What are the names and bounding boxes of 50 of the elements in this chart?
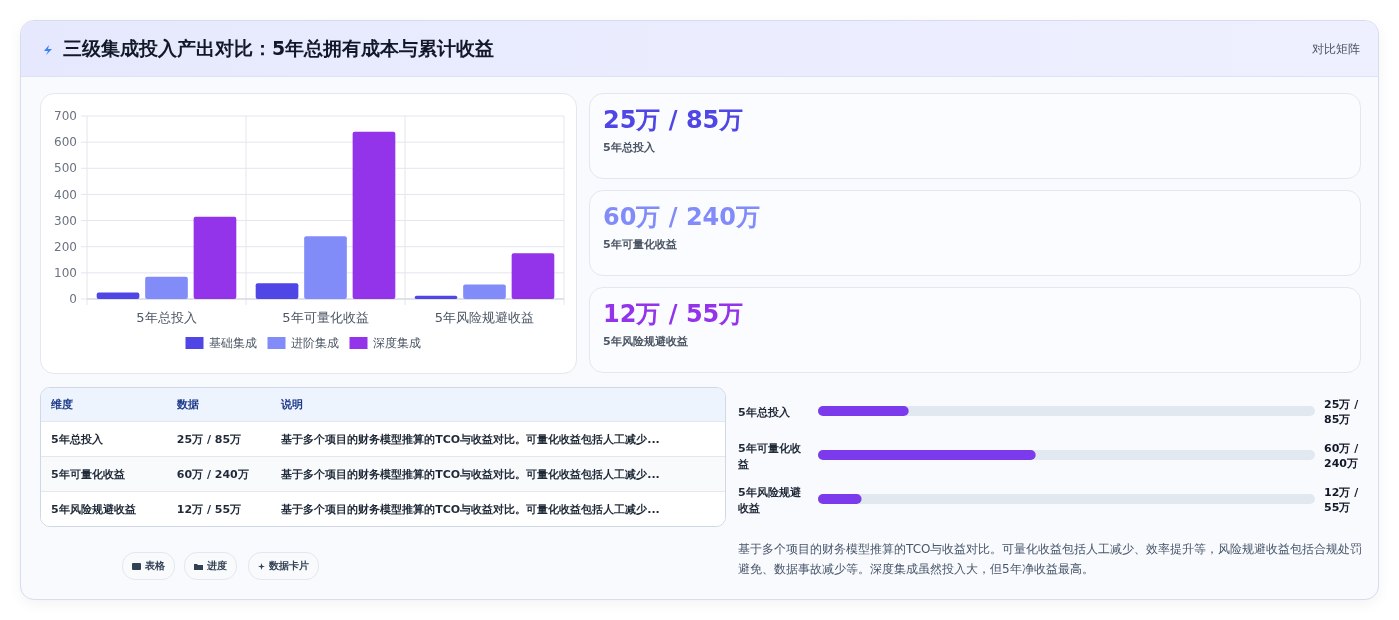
x-tick-label: 5年总投入 [136,310,197,325]
bar [96,292,140,299]
text: 表格 [145,559,165,573]
text: 60万 / 240万 [603,202,760,233]
text: 说明 [280,397,305,412]
bar [511,253,555,299]
text: 5年风险规避收益 [603,334,688,349]
text: 25万 / 85万 [603,105,744,136]
y-tick-label: 700 [54,109,77,124]
legend-label: 进阶集成 [290,336,339,351]
text: 基于多个项目的财务模型推算的TCO与收益对比。可量化收益包括人工减少... [280,466,661,482]
bar [193,216,237,299]
bar [145,276,188,299]
text: 基于多个项目的财务模型推算的TCO与收益对比。可量化收益包括人工减少、效率提升等，风险规避收益包括合规处罚避免、数据事故减少等。深度集成虽然投入大，但5年净收益最高。 [738,541,1364,578]
y-tick-label: 300 [54,213,77,228]
text: 维度 [50,397,74,412]
y-tick-label: 5年风险规避收益 [738,485,802,517]
text: 12万 / 55万 [603,299,744,330]
bar [463,284,506,299]
y-tick-label: 5年总投入 [738,405,791,421]
y-tick-label: 0 [69,292,77,307]
text: 进度 [207,559,227,573]
y-tick-label: 100 [54,266,77,281]
x-tick-label: 5年可量化收益 [282,310,369,325]
text: 基于多个项目的财务模型推算的TCO与收益对比。可量化收益包括人工减少... [280,501,661,517]
bar [255,283,299,299]
text: 基于多个项目的财务模型推算的TCO与收益对比。可量化收益包括人工减少... [280,431,661,447]
y-tick-label: 200 [54,239,77,254]
text: 数据卡片 [269,559,309,573]
text: 25万 / 85万 [175,431,243,447]
legend-label: 基础集成 [208,336,257,351]
y-tick-label: 5年可量化收益 [738,441,802,473]
y-tick-label: 600 [54,135,77,150]
text: 数据 [175,397,200,412]
text: 5年总投入 [603,140,655,155]
x-tick-label: 5年风险规避收益 [434,310,535,325]
data-label: 12万 / 55万 [1324,485,1360,515]
text: 对比矩阵 [1312,41,1360,58]
data-label: 25万 / 85万 [1324,397,1360,427]
text: 12万 / 55万 [175,501,243,517]
text: 三级集成投入产出对比：5年总拥有成本与累计收益 [63,36,495,61]
legend-label: 深度集成 [372,336,421,351]
bar [304,236,347,299]
y-tick-label: 500 [54,161,77,176]
bar [414,295,458,299]
y-tick-label: 400 [54,187,77,202]
bar [352,131,396,299]
text: 60万 / 240万 [175,466,250,482]
text: 5年可量化收益 [603,237,677,252]
data-label: 60万 / 240万 [1324,441,1360,471]
